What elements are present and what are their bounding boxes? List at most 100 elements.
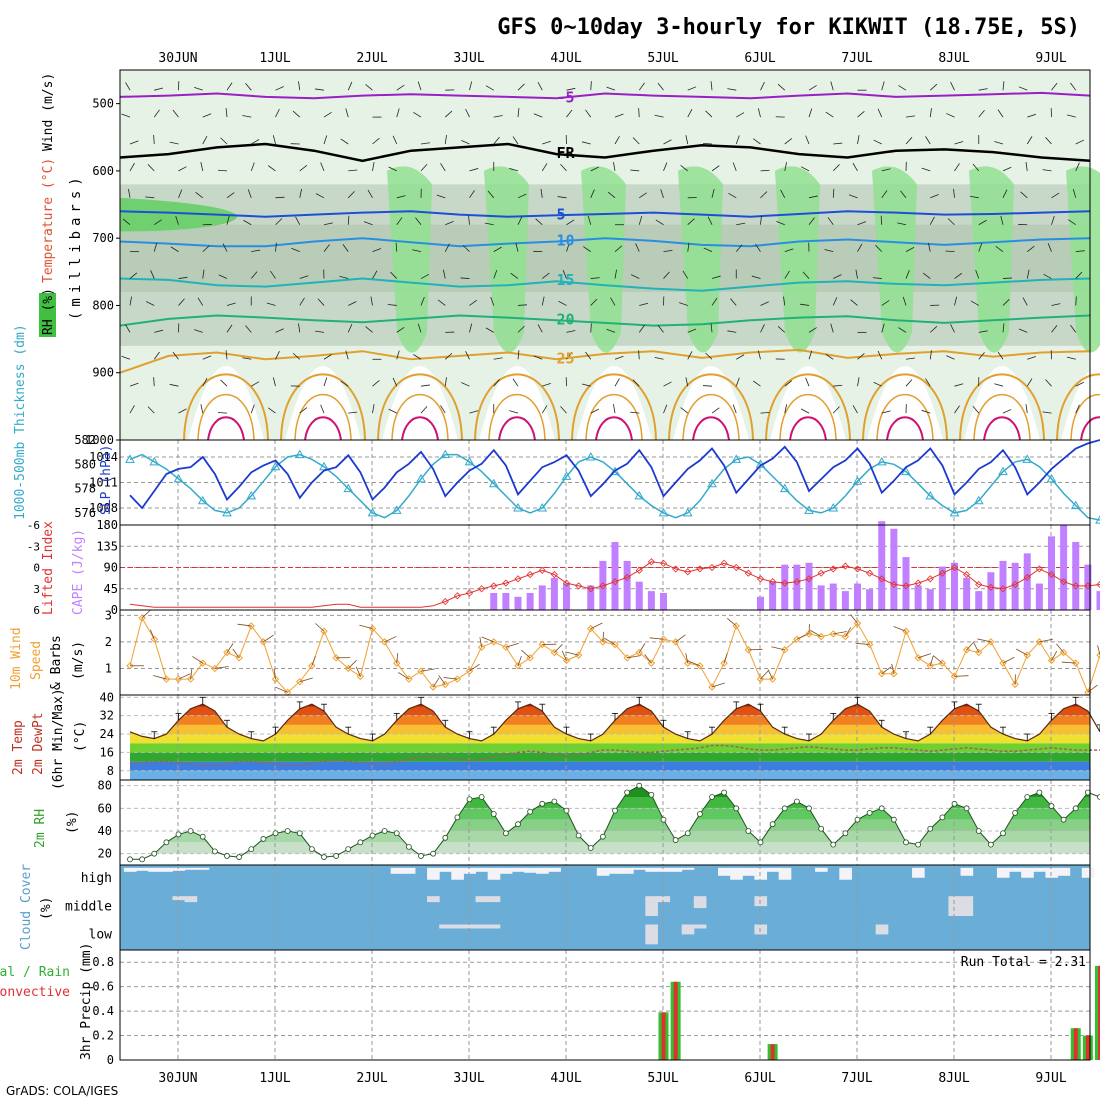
cloud-cell-high <box>996 867 1010 878</box>
wind-barb <box>752 380 761 387</box>
wind-barb <box>581 141 591 145</box>
rh-marker <box>418 853 424 859</box>
wind-barb <box>825 111 834 118</box>
wind-barb <box>202 245 210 252</box>
cloud-cell-high <box>439 867 452 872</box>
wind-barb <box>323 111 332 118</box>
cloud-cell-low <box>754 924 768 935</box>
wind-barb <box>390 271 398 279</box>
wind-barb <box>515 242 519 252</box>
li-marker <box>866 569 874 577</box>
rh-marker <box>612 807 618 814</box>
wind-barb <box>711 297 718 306</box>
time-label-bottom: 4JUL <box>550 1071 581 1086</box>
wind-barb <box>178 166 187 172</box>
wind-barb <box>711 682 725 688</box>
wind-barb <box>299 677 313 683</box>
wind-barb <box>805 377 810 387</box>
precip-tick: 0.6 <box>92 980 114 994</box>
wind-barb <box>275 351 280 360</box>
cloud-cell-high <box>645 867 658 872</box>
cloud-cell-high <box>1009 867 1022 872</box>
time-label-bottom: 9JUL <box>1035 1071 1066 1086</box>
wind-barb <box>323 354 332 360</box>
wind-barb <box>395 242 398 252</box>
wind-barb <box>172 351 179 360</box>
cape-bar <box>902 557 910 610</box>
cape-bar <box>1011 562 1019 610</box>
temp-dome-30 <box>595 416 633 441</box>
wind-barb <box>420 406 428 414</box>
wind-barb <box>323 244 330 252</box>
li-tick: -3 <box>27 540 40 553</box>
wind-barb <box>978 243 983 252</box>
cloud-cell-high <box>839 867 852 880</box>
wind-barb <box>178 189 183 198</box>
cape-bar <box>914 585 922 610</box>
wind-barb <box>1066 114 1076 118</box>
cloud-cell-high <box>451 867 464 880</box>
rh-marker <box>1012 809 1019 816</box>
rh-marker <box>624 789 631 796</box>
wind-barb <box>315 623 325 632</box>
wind-barb <box>370 296 373 306</box>
wind-barb <box>723 653 728 664</box>
wind-barb <box>194 329 203 333</box>
wind-barb <box>510 272 519 279</box>
wind-barb <box>542 140 551 145</box>
wind-barb <box>320 404 325 414</box>
wind-barb <box>751 275 761 279</box>
cloud-cell-high <box>1057 867 1071 876</box>
time-label-bottom: 30JUN <box>158 1071 197 1086</box>
wind-tick: 3 <box>105 608 112 622</box>
cape-bar <box>490 593 498 610</box>
cloud-cell-middle <box>487 896 501 903</box>
temp-contour-label: 5 <box>557 205 566 223</box>
cloud-cell-high <box>718 867 731 876</box>
wind-marker <box>1096 651 1100 659</box>
wind-marker <box>477 643 486 651</box>
wind-barb <box>566 242 570 252</box>
cape-bar <box>1048 536 1055 610</box>
wind-barb <box>848 194 858 199</box>
wind-barb <box>1027 113 1036 118</box>
wind-barb <box>808 217 815 225</box>
wind-barb <box>760 412 770 414</box>
cape-tick: 45 <box>104 582 118 596</box>
temp-dome-inner <box>1070 393 1100 441</box>
cloud-cell-high <box>608 867 622 874</box>
wind-barb <box>752 138 761 145</box>
wind-barb <box>732 162 737 172</box>
time-label-top: 1JUL <box>259 51 290 66</box>
wind-barb <box>590 81 592 91</box>
wind-barb <box>845 627 852 637</box>
cape-bar <box>1072 542 1080 610</box>
wind-barb <box>687 242 690 252</box>
wind-barb <box>784 270 790 279</box>
thickness-marker <box>585 451 596 461</box>
rh-marker <box>248 846 255 853</box>
wind-barb <box>420 163 428 172</box>
wind-barb <box>129 162 135 172</box>
temp-contour-label: -5 <box>557 88 575 106</box>
rh-marker <box>987 841 994 848</box>
wind-barb <box>1043 273 1052 279</box>
wind-barb <box>852 405 858 414</box>
wind-barb <box>1002 298 1010 306</box>
temp-dome-25 <box>862 373 948 441</box>
wind-barb <box>857 377 860 387</box>
wind-barb <box>921 409 931 414</box>
wind-barb <box>1072 189 1077 198</box>
wind-barb <box>857 243 863 252</box>
wind-barb <box>275 196 285 199</box>
wind-barb <box>898 85 907 91</box>
wind-barb <box>147 164 155 172</box>
cape-bar <box>975 591 983 610</box>
upper-ylabel-units: (millibars) <box>68 172 84 320</box>
wind-barb <box>855 269 858 279</box>
wind-barb <box>372 248 382 253</box>
li-marker <box>478 585 486 593</box>
wind-barb <box>340 138 349 145</box>
li-marker <box>1060 578 1068 586</box>
wind-barb <box>299 188 303 198</box>
